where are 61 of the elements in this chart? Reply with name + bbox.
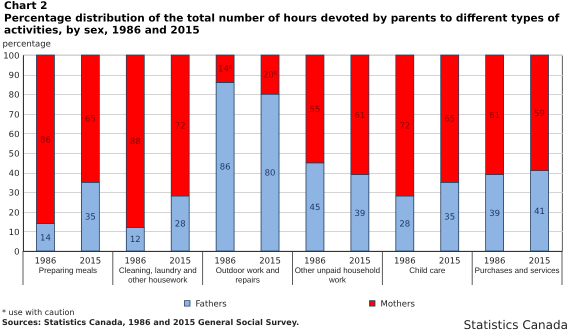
data-label: 61 <box>489 110 500 121</box>
text: Cleaning, laundry and other housework <box>118 266 197 284</box>
data-label: 35 <box>444 212 456 223</box>
data-label: 86 <box>220 162 231 173</box>
y-tick-label: 90 <box>8 71 20 82</box>
text: Child care <box>409 266 446 275</box>
data-label: 88 <box>130 137 141 148</box>
y-tick-label: 80 <box>8 90 20 101</box>
data-label: 35 <box>84 212 96 223</box>
data-label: 80 <box>264 168 276 179</box>
data-label: 28 <box>174 220 186 230</box>
y-axis-title: percentage <box>2 40 51 50</box>
x-tick-label: 1986 <box>394 256 416 266</box>
legend-label: Fathers <box>196 299 228 310</box>
data-label: 39 <box>489 208 500 219</box>
data-label: 14 <box>40 233 51 244</box>
chart-title: Chart 2 <box>4 0 48 12</box>
data-label: 28 <box>399 220 410 230</box>
data-label: 14ᴱ <box>218 64 233 75</box>
y-tick-label: 10 <box>8 228 20 238</box>
x-tick-label: 2015 <box>259 256 281 266</box>
data-label: 86 <box>40 135 51 146</box>
data-label: 72 <box>399 122 410 132</box>
x-tick-label: 1986 <box>484 256 506 266</box>
data-label: 45 <box>310 202 320 213</box>
x-tick-label: 1986 <box>304 256 326 266</box>
y-tick-label: 70 <box>8 110 20 120</box>
data-label: 41 <box>534 206 545 217</box>
x-tick-label: 1986 <box>124 256 146 266</box>
x-tick-label: 1986 <box>214 256 236 266</box>
y-tick-label: 0 <box>14 248 20 258</box>
x-tick-label: 2015 <box>438 256 461 266</box>
x-tick-label: 2015 <box>169 256 192 266</box>
data-label: 12 <box>130 235 141 246</box>
y-tick-label: 30 <box>8 188 20 199</box>
data-label: 65 <box>84 114 96 125</box>
data-label: 65 <box>444 114 456 125</box>
y-tick-label: 100 <box>3 52 20 62</box>
x-tick-label: 2015 <box>528 256 550 266</box>
data-label: 61 <box>354 110 366 121</box>
chart-subtitle: Percentage distribution of the total number of hours devoted by parents to different types of activities, by sex, 1986 and 2015 <box>4 12 560 36</box>
text: Other unpaid household work <box>294 266 380 284</box>
text: * use with caution <box>2 308 74 317</box>
x-tick-label: 1986 <box>34 256 56 266</box>
y-tick-label: 20 <box>8 208 20 218</box>
x-tick-label: 2015 <box>349 256 371 266</box>
text: Outdoor work and repairs <box>216 266 280 284</box>
data-label: 55 <box>310 104 320 115</box>
data-label: 20ᴱ <box>262 70 278 81</box>
data-label: 39 <box>354 208 366 219</box>
y-tick-label: 60 <box>8 130 20 140</box>
legend-label: Mothers <box>380 299 416 310</box>
data-label: 59 <box>534 108 545 119</box>
text: Preparing meals <box>38 266 98 275</box>
text: Statistics Canada <box>464 318 568 332</box>
y-tick-label: 50 <box>8 150 20 160</box>
source-note: Sources: Statistics Canada, 1986 and 2015 General Social Survey. <box>2 318 300 327</box>
y-tick-label: 40 <box>8 169 20 180</box>
data-label: 72 <box>174 122 186 132</box>
text: Purchases and services <box>474 266 560 275</box>
x-tick-label: 2015 <box>80 256 102 266</box>
